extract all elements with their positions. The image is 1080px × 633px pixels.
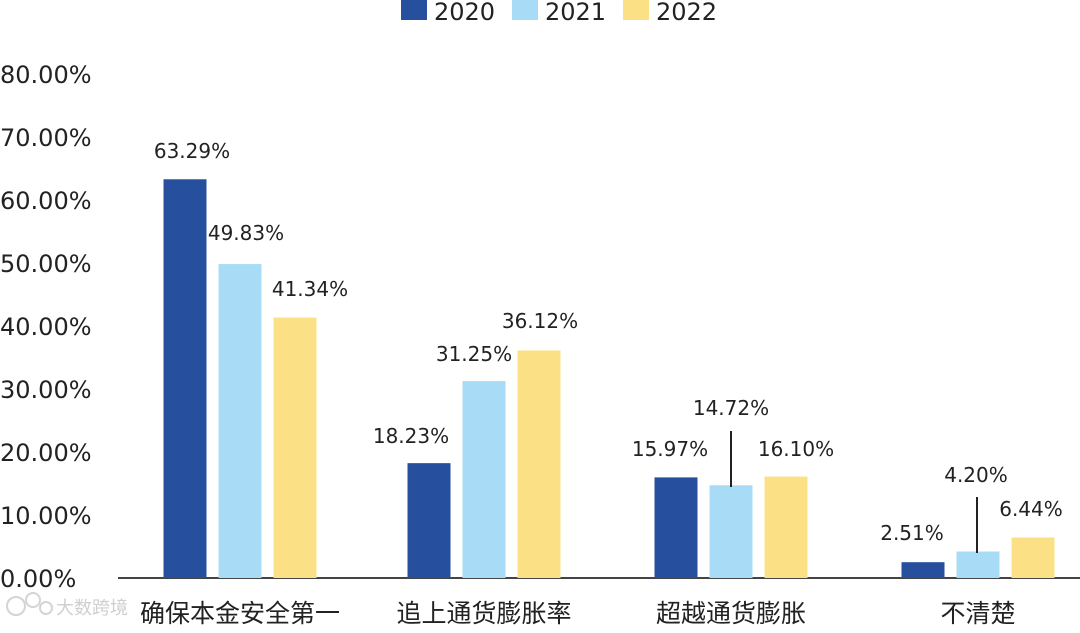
data-labels: 63.29% 49.83% 41.34% 18.23% 31.25% 36.12% 15.9… <box>154 139 1063 553</box>
bar-2020-1 <box>163 179 207 578</box>
legend-swatch-2020 <box>401 0 427 20</box>
data-label-2022-4: 6.44% <box>999 497 1063 521</box>
y-tick-label: 70.00% <box>0 124 92 152</box>
bar-2021-1 <box>218 264 262 578</box>
data-label-2020-2: 18.23% <box>373 424 449 448</box>
bar-2022-4 <box>1011 537 1055 578</box>
bar-2022-3 <box>764 476 808 578</box>
y-tick-label: 20.00% <box>0 439 92 467</box>
bars <box>163 179 1055 578</box>
data-label-2022-3: 16.10% <box>758 437 834 461</box>
data-label-2020-4: 2.51% <box>880 521 944 545</box>
x-category-label: 追上通货膨胀率 <box>396 599 571 628</box>
x-axis: 确保本金安全第一 追上通货膨胀率 超越通货膨胀 不清楚 <box>140 599 1016 628</box>
legend-label-2021: 2021 <box>545 0 606 26</box>
bar-2022-2 <box>517 350 561 578</box>
bar-2021-2 <box>462 381 506 578</box>
data-label-2021-2: 31.25% <box>436 342 512 366</box>
data-label-2021-1: 49.83% <box>208 221 284 245</box>
x-category-label: 超越通货膨胀 <box>656 599 806 628</box>
legend-label-2020: 2020 <box>434 0 495 26</box>
x-category-label: 不清楚 <box>940 599 1015 628</box>
data-label-2022-2: 36.12% <box>502 309 578 333</box>
bar-2021-3 <box>709 485 753 578</box>
legend-label-2022: 2022 <box>656 0 717 26</box>
bar-2020-2 <box>407 463 451 578</box>
data-label-2021-4: 4.20% <box>944 463 1008 487</box>
y-tick-label: 40.00% <box>0 313 92 341</box>
y-tick-label: 0.00% <box>0 565 76 593</box>
y-tick-label: 10.00% <box>0 502 92 530</box>
legend-swatch-2022 <box>623 0 649 20</box>
watermark: 大数跨境 <box>6 592 128 619</box>
y-tick-label: 30.00% <box>0 376 92 404</box>
bar-2020-3 <box>654 477 698 578</box>
bar-2022-1 <box>273 317 317 578</box>
y-tick-label: 60.00% <box>0 187 92 215</box>
data-label-2022-1: 41.34% <box>272 277 348 301</box>
legend: 2020 2021 2022 <box>401 0 717 26</box>
x-category-label: 确保本金安全第一 <box>140 599 340 628</box>
data-label-2020-1: 63.29% <box>154 139 230 163</box>
y-tick-label: 50.00% <box>0 250 92 278</box>
watermark-logo-icon <box>6 592 53 616</box>
bar-2020-4 <box>901 562 945 578</box>
bar-2021-4 <box>956 551 1000 578</box>
data-label-2021-3: 14.72% <box>693 396 769 420</box>
data-label-2020-3: 15.97% <box>632 437 708 461</box>
y-tick-label: 80.00% <box>0 61 92 89</box>
watermark-text: 大数跨境 <box>56 598 128 619</box>
legend-swatch-2021 <box>512 0 538 20</box>
y-axis: 0.00% 10.00% 20.00% 30.00% 40.00% 50.00% 60.00… <box>0 61 1080 593</box>
